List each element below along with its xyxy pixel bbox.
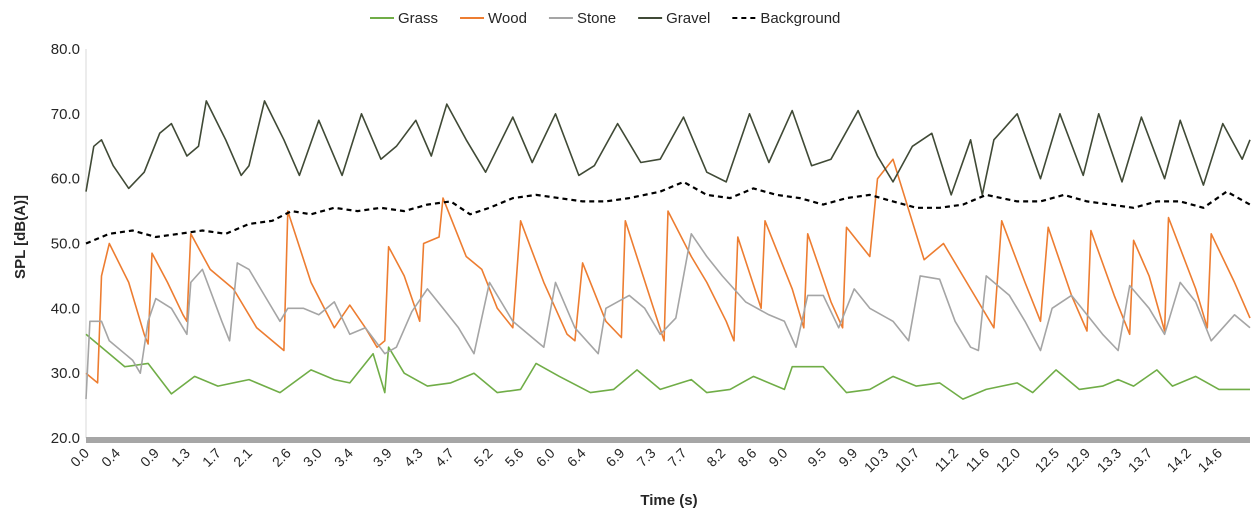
x-tick-label: 5.6 bbox=[502, 445, 527, 470]
y-tick-label: 40.0 bbox=[51, 300, 80, 317]
x-tick-label: 10.3 bbox=[861, 445, 892, 476]
x-tick-label: 12.5 bbox=[1032, 445, 1063, 476]
y-axis: 20.0 30.0 40.0 50.0 60.0 70.0 80.0 bbox=[51, 41, 87, 447]
series-line-background bbox=[85, 180, 1251, 245]
x-tick-label: 1.7 bbox=[199, 445, 224, 470]
y-tick-label: 20.0 bbox=[51, 430, 80, 447]
legend-label-gravel: Gravel bbox=[666, 10, 710, 27]
x-tick-label: 12.9 bbox=[1063, 445, 1094, 476]
series-line-gravel bbox=[85, 100, 1251, 196]
legend: Grass Wood Stone Gravel Background bbox=[370, 10, 840, 27]
x-tick-label: 7.7 bbox=[665, 445, 690, 470]
x-tick-label: 14.6 bbox=[1194, 445, 1225, 476]
x-tick-label: 4.3 bbox=[401, 445, 426, 470]
x-axis-title: Time (s) bbox=[640, 492, 697, 509]
y-tick-label: 80.0 bbox=[51, 41, 80, 58]
x-tick-label: 6.9 bbox=[602, 445, 627, 470]
x-tick-label: 11.6 bbox=[962, 445, 992, 475]
x-tick-label: 2.6 bbox=[269, 445, 294, 470]
x-tick-label: 6.4 bbox=[564, 445, 589, 470]
x-tick-label: 8.6 bbox=[734, 445, 759, 470]
x-tick-label: 11.2 bbox=[931, 445, 961, 475]
legend-label-stone: Stone bbox=[577, 10, 616, 27]
x-tick-label: 13.3 bbox=[1094, 445, 1125, 476]
series-line-wood bbox=[85, 158, 1251, 384]
y-tick-label: 50.0 bbox=[51, 236, 80, 253]
y-tick-label: 30.0 bbox=[51, 365, 80, 382]
x-tick-label: 3.0 bbox=[300, 445, 325, 470]
legend-label-wood: Wood bbox=[488, 10, 527, 27]
series-line-stone bbox=[85, 233, 1251, 400]
x-tick-label: 14.2 bbox=[1163, 445, 1194, 476]
x-tick-label: 9.0 bbox=[765, 445, 790, 470]
x-tick-label: 4.7 bbox=[432, 445, 457, 470]
x-tick-label: 0.0 bbox=[67, 445, 92, 470]
x-tick-label: 10.7 bbox=[892, 445, 923, 476]
plot-area bbox=[85, 100, 1251, 400]
y-tick-label: 60.0 bbox=[51, 171, 80, 188]
x-tick-label: 9.9 bbox=[835, 445, 860, 470]
x-tick-label: 13.7 bbox=[1125, 445, 1156, 476]
x-tick-label: 9.5 bbox=[804, 445, 829, 470]
x-tick-label: 3.9 bbox=[370, 445, 395, 470]
series-line-grass bbox=[85, 333, 1250, 400]
x-tick-label: 0.4 bbox=[98, 445, 123, 470]
x-tick-label: 12.0 bbox=[993, 445, 1024, 476]
x-axis: 0.0 0.4 0.9 1.3 1.7 2.1 2.6 3.0 3.4 3.9 4.3 4.7 5.2 5… bbox=[67, 437, 1250, 475]
legend-label-background: Background bbox=[760, 10, 840, 27]
x-tick-label: 1.3 bbox=[168, 445, 193, 470]
x-tick-label: 2.1 bbox=[230, 445, 255, 470]
x-tick-label: 5.2 bbox=[471, 445, 496, 470]
y-axis-title: SPL [dB(A)] bbox=[12, 195, 29, 279]
x-tick-label: 8.2 bbox=[703, 445, 728, 470]
y-tick-label: 70.0 bbox=[51, 106, 80, 123]
x-tick-label: 0.9 bbox=[137, 445, 162, 470]
x-axis-line bbox=[86, 437, 1250, 443]
legend-label-grass: Grass bbox=[398, 10, 438, 27]
x-tick-label: 6.0 bbox=[533, 445, 558, 470]
x-tick-label: 3.4 bbox=[331, 445, 356, 470]
x-tick-label: 7.3 bbox=[634, 445, 659, 470]
